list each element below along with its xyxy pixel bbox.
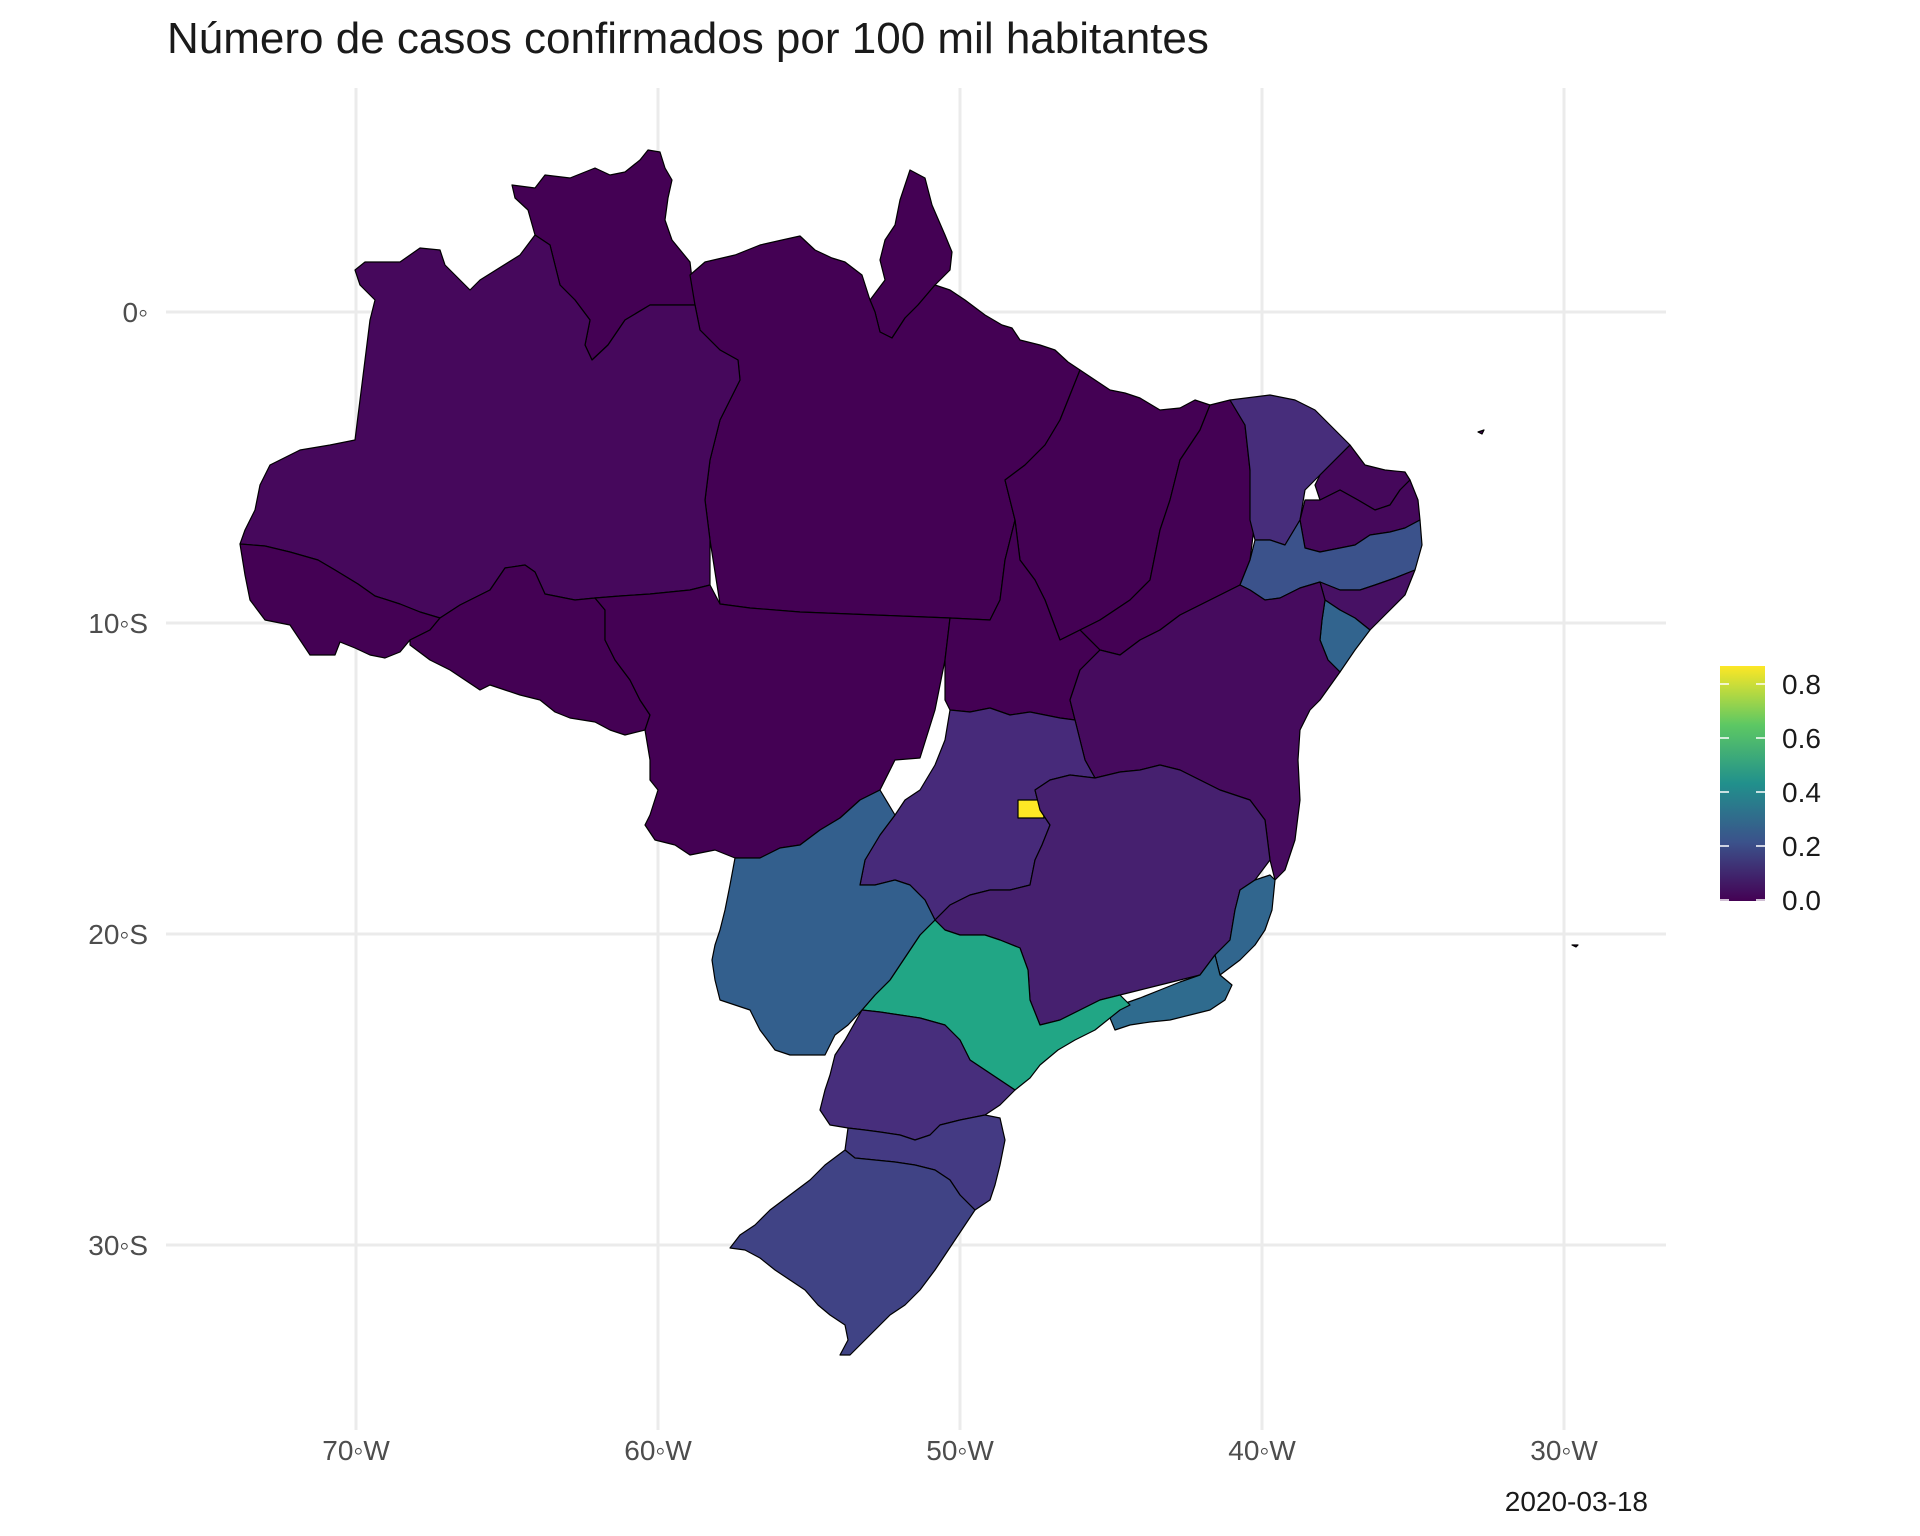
state-pa [689,235,1081,621]
x-tick-60w: 60◦W [624,1435,692,1466]
legend-label-0-4: 0.4 [1782,777,1821,808]
date-caption: 2020-03-18 [1504,1486,1648,1517]
y-tick-0: 0◦ [123,297,149,328]
color-legend: 0.0 0.2 0.4 0.6 0.8 [1720,666,1840,916]
x-tick-50w: 50◦W [926,1435,994,1466]
y-tick-20s: 20◦S [88,919,148,950]
state-rs [729,1149,976,1356]
legend-tick-marks [1720,683,1765,901]
y-tick-30s: 30◦S [88,1230,148,1261]
legend-label-0-6: 0.6 [1782,723,1821,754]
chart-title: Número de casos confirmados por 100 mil … [167,14,1209,63]
state-ac [239,543,441,659]
legend-label-0: 0.0 [1782,885,1821,916]
x-tick-30w: 30◦W [1530,1435,1598,1466]
legend-colorbar [1720,666,1765,901]
state-es [1214,874,1276,976]
island-trindade [1571,944,1579,948]
legend-label-0-2: 0.2 [1782,831,1821,862]
state-df [1017,799,1045,819]
states [239,149,1579,1356]
x-tick-70w: 70◦W [322,1435,390,1466]
island-fernando-de-noronha [1477,429,1485,435]
state-ro [409,564,651,736]
legend-label-0-8: 0.8 [1782,669,1821,700]
y-tick-10s: 10◦S [88,608,148,639]
x-tick-40w: 40◦W [1228,1435,1296,1466]
state-ms [711,789,936,1056]
state-rj [1109,954,1233,1031]
state-ce [1229,394,1351,546]
